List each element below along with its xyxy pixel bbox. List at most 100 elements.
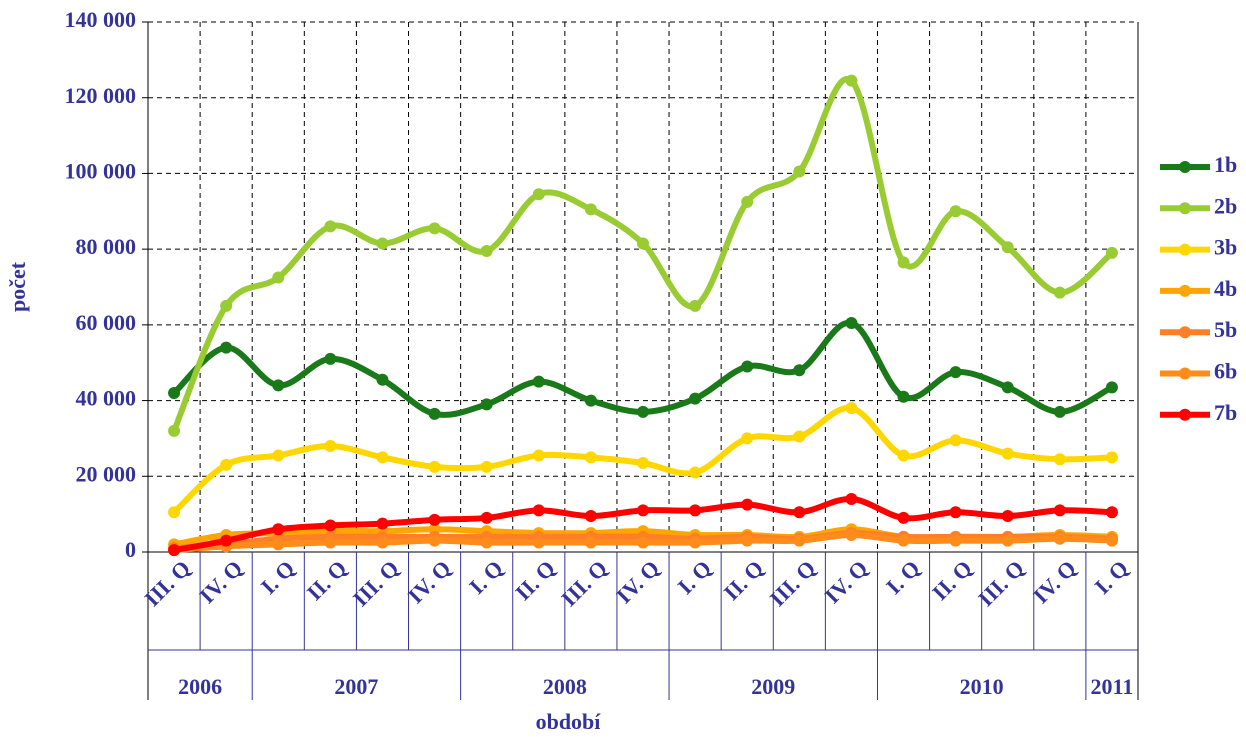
marker xyxy=(741,432,754,445)
marker xyxy=(949,205,962,218)
marker xyxy=(637,237,649,250)
marker xyxy=(741,195,754,208)
marker xyxy=(168,544,181,557)
y-tick-label: 20 000 xyxy=(76,461,137,486)
marker xyxy=(637,504,649,517)
legend-label: 3b xyxy=(1214,235,1237,260)
marker xyxy=(897,511,910,524)
marker xyxy=(793,534,806,547)
marker xyxy=(584,394,597,407)
marker xyxy=(168,424,181,437)
x-tick-label: IV. Q xyxy=(194,555,247,608)
marker xyxy=(324,519,337,532)
marker xyxy=(272,379,285,392)
marker xyxy=(949,506,962,519)
marker xyxy=(584,203,597,216)
marker xyxy=(1001,534,1014,547)
marker xyxy=(272,523,285,536)
marker xyxy=(1053,286,1066,299)
year-label: 2010 xyxy=(960,674,1004,699)
marker xyxy=(741,360,754,373)
marker xyxy=(168,387,181,399)
marker xyxy=(584,536,597,549)
marker xyxy=(1105,381,1118,394)
year-label: 2006 xyxy=(178,674,222,699)
marker xyxy=(949,434,962,447)
legend-label: 7b xyxy=(1214,400,1237,425)
marker xyxy=(845,316,858,329)
y-tick-label: 80 000 xyxy=(76,234,137,259)
marker xyxy=(689,392,702,405)
legend-marker xyxy=(1179,243,1191,256)
legend-label: 6b xyxy=(1214,359,1237,384)
y-tick-label: 60 000 xyxy=(76,310,137,335)
marker xyxy=(793,506,806,519)
marker xyxy=(741,534,754,547)
x-tick-label: IV. Q xyxy=(611,555,664,608)
marker xyxy=(845,493,858,505)
marker xyxy=(324,220,337,233)
marker xyxy=(897,449,910,462)
y-tick-label: 0 xyxy=(125,537,136,562)
legend-label: 1b xyxy=(1214,152,1237,177)
legend-label: 5b xyxy=(1214,317,1237,342)
marker xyxy=(1053,453,1066,466)
marker xyxy=(897,256,910,269)
x-tick-label: II. Q xyxy=(719,555,769,605)
marker xyxy=(793,165,806,178)
marker xyxy=(532,504,545,517)
year-label: 2008 xyxy=(543,674,587,699)
legend-marker xyxy=(1179,202,1191,215)
y-axis-title: počet xyxy=(5,261,30,312)
marker xyxy=(324,440,337,452)
marker xyxy=(532,188,545,201)
series-line xyxy=(171,75,1115,434)
marker xyxy=(845,528,858,541)
marker xyxy=(480,536,493,549)
marker xyxy=(897,390,910,403)
x-tick-label: I. Q xyxy=(1089,555,1133,599)
marker xyxy=(793,430,806,443)
marker xyxy=(480,245,493,258)
marker xyxy=(220,458,233,471)
marker xyxy=(532,536,545,549)
marker xyxy=(428,222,441,235)
marker xyxy=(584,510,597,523)
marker xyxy=(793,364,806,377)
marker xyxy=(272,271,285,284)
legend-label: 2b xyxy=(1214,193,1237,218)
marker xyxy=(1001,447,1014,460)
legend-label: 4b xyxy=(1214,276,1237,301)
marker xyxy=(1053,532,1066,545)
year-label: 2009 xyxy=(751,674,795,699)
marker xyxy=(689,536,702,549)
marker xyxy=(1053,405,1066,418)
y-tick-label: 140 000 xyxy=(65,7,137,32)
x-tick-label: IV. Q xyxy=(1028,555,1081,608)
legend-marker xyxy=(1179,326,1191,339)
x-tick-label: I. Q xyxy=(881,555,925,599)
marker xyxy=(1105,451,1118,464)
legend-marker xyxy=(1179,408,1191,421)
marker xyxy=(272,449,285,462)
marker xyxy=(1105,246,1118,259)
marker xyxy=(376,517,389,530)
y-tick-label: 40 000 xyxy=(76,386,137,411)
marker xyxy=(168,506,181,519)
legend-marker xyxy=(1179,367,1191,380)
marker xyxy=(1001,381,1014,394)
marker xyxy=(637,405,649,418)
marker xyxy=(1105,506,1118,519)
marker xyxy=(1001,241,1014,254)
x-tick-label: I. Q xyxy=(256,555,300,599)
legend-marker xyxy=(1179,161,1191,173)
marker xyxy=(220,534,233,547)
marker xyxy=(584,451,597,464)
marker xyxy=(637,457,649,470)
marker xyxy=(428,407,441,420)
marker xyxy=(532,449,545,462)
marker xyxy=(324,352,337,365)
marker xyxy=(845,74,858,87)
marker xyxy=(1053,504,1066,517)
